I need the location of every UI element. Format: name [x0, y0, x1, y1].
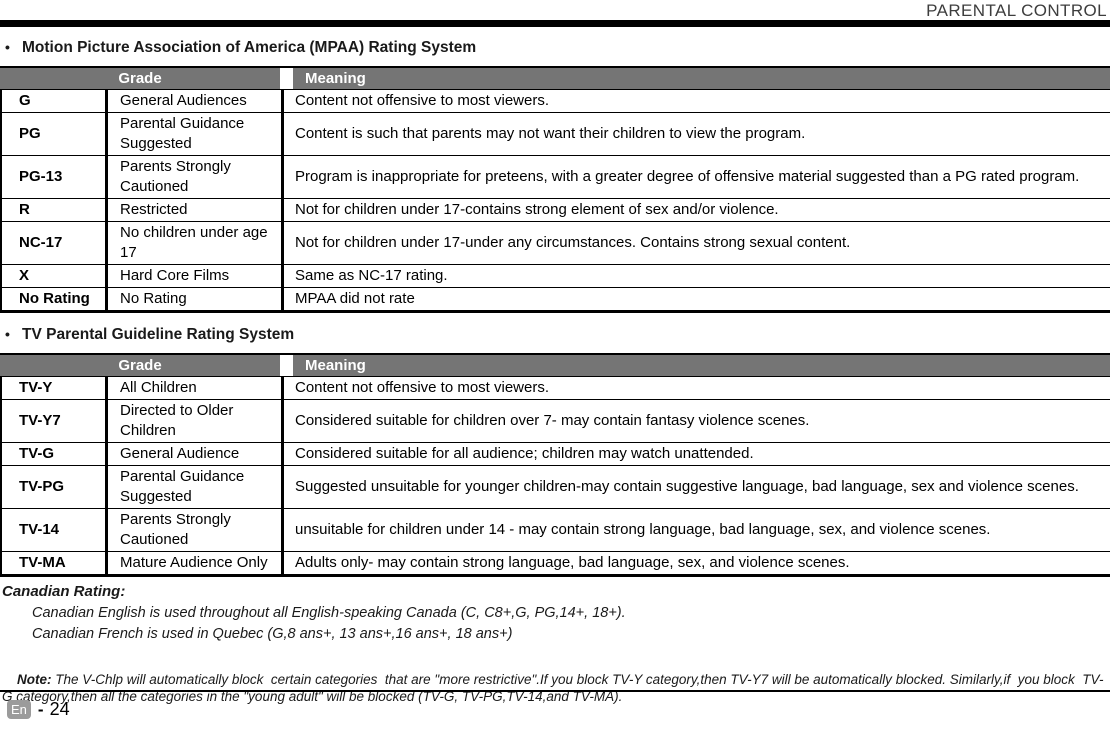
table-row: No Rating No Rating MPAA did not rate — [0, 287, 1110, 310]
table-row: TV-G General Audience Considered suitabl… — [0, 442, 1110, 465]
rating-grade: Directed to Older Children — [108, 400, 284, 442]
canadian-rating-french: Canadian French is used in Quebec (G,8 a… — [32, 626, 513, 642]
rating-code: TV-MA — [2, 552, 108, 574]
note-label: Note: — [17, 672, 52, 687]
rating-meaning: Considered suitable for children over 7-… — [295, 412, 810, 429]
footer-divider — [0, 690, 1110, 692]
rating-meaning: Considered suitable for all audience; ch… — [295, 445, 754, 462]
rating-meaning: MPAA did not rate — [295, 290, 415, 307]
meaning-column-header: Meaning — [293, 68, 1110, 89]
rating-grade: Parental Guidance Suggested — [108, 466, 284, 508]
table-row: X Hard Core Films Same as NC-17 rating. — [0, 264, 1110, 287]
tv-heading-text: TV Parental Guideline Rating System — [22, 326, 295, 343]
rating-meaning: Same as NC-17 rating. — [295, 267, 448, 284]
grade-column-header: Grade — [0, 68, 280, 89]
rating-grade: Parents Strongly Cautioned — [108, 509, 284, 551]
canadian-rating-english: Canadian English is used throughout all … — [32, 605, 626, 621]
table-row: PG-13 Parents Strongly Cautioned Program… — [0, 155, 1110, 198]
table-row: R Restricted Not for children under 17-c… — [0, 198, 1110, 221]
tv-section-heading: • TV Parental Guideline Rating System — [5, 325, 1110, 344]
rating-meaning: Not for children under 17-under any circ… — [295, 234, 851, 251]
rating-grade: General Audiences — [108, 90, 284, 112]
canadian-rating-title: Canadian Rating: — [2, 583, 126, 600]
footer-separator: - — [37, 699, 44, 719]
canadian-rating-section: Canadian Rating: Canadian English is use… — [2, 583, 1110, 643]
rating-code: PG-13 — [2, 156, 108, 198]
rating-grade: No Rating — [108, 288, 284, 310]
rating-code: R — [2, 199, 108, 221]
header-divider-bar — [0, 20, 1110, 27]
rating-meaning: Not for children under 17-contains stron… — [295, 201, 779, 218]
grade-column-header: Grade — [0, 355, 280, 376]
mpaa-table-header: Grade Meaning — [0, 68, 1110, 89]
rating-grade: Hard Core Films — [108, 265, 284, 287]
rating-meaning: Adults only- may contain strong language… — [295, 554, 850, 571]
rating-grade: General Audience — [108, 443, 284, 465]
header-gap — [280, 355, 293, 376]
rating-meaning: Content not offensive to most viewers. — [295, 379, 550, 396]
rating-meaning: Suggested unsuitable for younger childre… — [295, 478, 1079, 495]
table-row: TV-MA Mature Audience Only Adults only- … — [0, 551, 1110, 574]
rating-grade: Mature Audience Only — [108, 552, 284, 574]
rating-grade: All Children — [108, 377, 284, 399]
rating-code: X — [2, 265, 108, 287]
bullet-icon: • — [5, 326, 10, 342]
note-text: The V-Chlp will automatically block cert… — [2, 672, 1104, 704]
table-row: TV-PG Parental Guidance Suggested Sugges… — [0, 465, 1110, 508]
rating-meaning: Content is such that parents may not wan… — [295, 125, 806, 142]
rating-code: G — [2, 90, 108, 112]
rating-meaning: Content not offensive to most viewers. — [295, 92, 550, 109]
table-row: PG Parental Guidance Suggested Content i… — [0, 112, 1110, 155]
mpaa-section-heading: • Motion Picture Association of America … — [5, 38, 1110, 57]
mpaa-rating-table: Grade Meaning G General Audiences Conten… — [0, 66, 1110, 313]
tv-rating-table: Grade Meaning TV-Y All Children Content … — [0, 353, 1110, 577]
header-gap — [280, 68, 293, 89]
page-title: PARENTAL CONTROL — [926, 1, 1107, 20]
rating-code: TV-PG — [2, 466, 108, 508]
rating-meaning: unsuitable for children under 14 - may c… — [295, 521, 991, 538]
tv-table-header: Grade Meaning — [0, 355, 1110, 376]
table-row: G General Audiences Content not offensiv… — [0, 89, 1110, 112]
rating-code: TV-G — [2, 443, 108, 465]
meaning-column-header: Meaning — [293, 355, 1110, 376]
rating-code: TV-14 — [2, 509, 108, 551]
bullet-icon: • — [5, 39, 10, 55]
language-badge: En — [7, 700, 31, 719]
table-row: TV-14 Parents Strongly Cautioned unsuita… — [0, 508, 1110, 551]
page-number: 24 — [49, 699, 70, 719]
rating-grade: Parental Guidance Suggested — [108, 113, 284, 155]
page-footer: En - 24 — [7, 699, 70, 720]
rating-code: NC-17 — [2, 222, 108, 264]
table-row: TV-Y All Children Content not offensive … — [0, 376, 1110, 399]
mpaa-heading-text: Motion Picture Association of America (M… — [22, 39, 477, 56]
rating-code: TV-Y7 — [2, 400, 108, 442]
note-section: Note: The V-Chlp will automatically bloc… — [2, 654, 1106, 722]
rating-grade: No children under age 17 — [108, 222, 284, 264]
rating-code: TV-Y — [2, 377, 108, 399]
table-row: NC-17 No children under age 17 Not for c… — [0, 221, 1110, 264]
table-row: TV-Y7 Directed to Older Children Conside… — [0, 399, 1110, 442]
rating-grade: Restricted — [108, 199, 284, 221]
rating-grade: Parents Strongly Cautioned — [108, 156, 284, 198]
page-content: • Motion Picture Association of America … — [0, 38, 1110, 722]
rating-code: No Rating — [2, 288, 108, 310]
rating-code: PG — [2, 113, 108, 155]
rating-meaning: Program is inappropriate for preteens, w… — [295, 168, 1080, 185]
